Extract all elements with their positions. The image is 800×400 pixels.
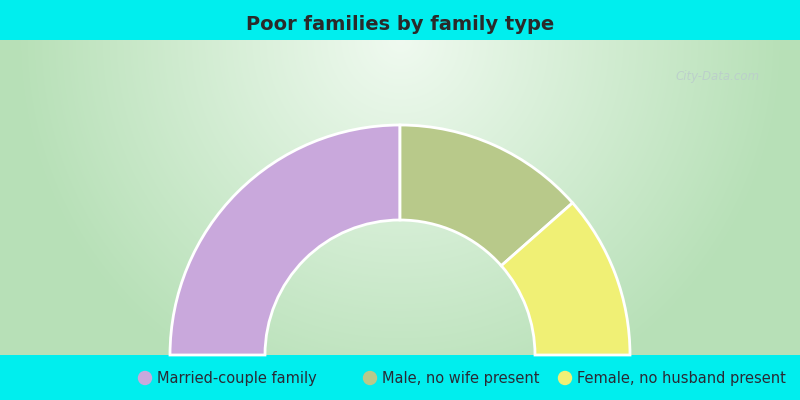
Text: Poor families by family type: Poor families by family type: [246, 15, 554, 34]
Wedge shape: [170, 125, 400, 355]
Circle shape: [363, 372, 377, 384]
Text: City-Data.com: City-Data.com: [676, 70, 760, 83]
Text: Male, no wife present: Male, no wife present: [382, 370, 539, 386]
Wedge shape: [502, 203, 630, 355]
Text: Married-couple family: Married-couple family: [157, 370, 317, 386]
Circle shape: [138, 372, 151, 384]
Wedge shape: [400, 125, 573, 266]
Circle shape: [558, 372, 571, 384]
Text: Female, no husband present: Female, no husband present: [577, 370, 786, 386]
